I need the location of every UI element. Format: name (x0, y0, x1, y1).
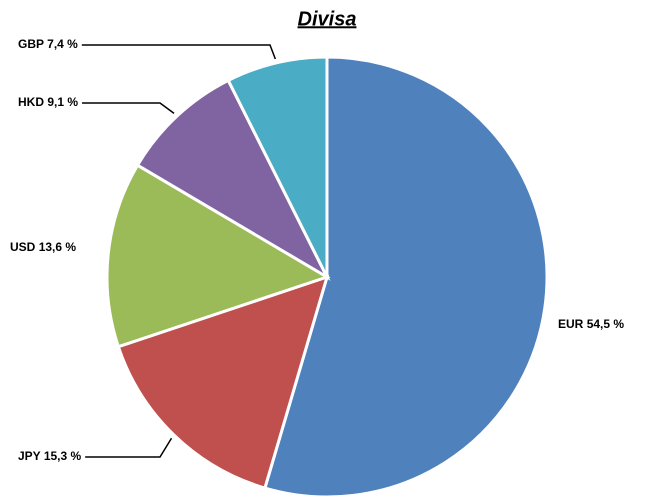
slice-label: GBP 7,4 % (18, 37, 78, 51)
slice-category: GBP (18, 37, 44, 51)
slice-value-label: 9,1 % (47, 95, 78, 109)
slice-label: JPY 15,3 % (18, 449, 82, 463)
slice-value-label: 13,6 % (39, 240, 77, 254)
leader-line (81, 44, 277, 60)
pie-slice (226, 55, 329, 278)
slice-label: EUR 54,5 % (558, 317, 624, 331)
pie-slice (135, 78, 331, 281)
slice-category: USD (10, 240, 36, 254)
slice-category: JPY (18, 449, 41, 463)
slice-category: EUR (558, 317, 584, 331)
chart-title: Divisa (298, 8, 357, 30)
slice-value-label: 54,5 % (587, 317, 625, 331)
slice-value-label: 15,3 % (44, 449, 82, 463)
slice-value-label: 7,4 % (47, 37, 78, 51)
pie-slice (105, 163, 331, 349)
leader-line (85, 437, 173, 458)
leader-line (82, 102, 175, 114)
pie-slice (263, 55, 549, 499)
slice-label: HKD 9,1 % (18, 95, 78, 109)
slice-label: USD 13,6 % (10, 240, 76, 254)
slice-category: HKD (18, 95, 44, 109)
